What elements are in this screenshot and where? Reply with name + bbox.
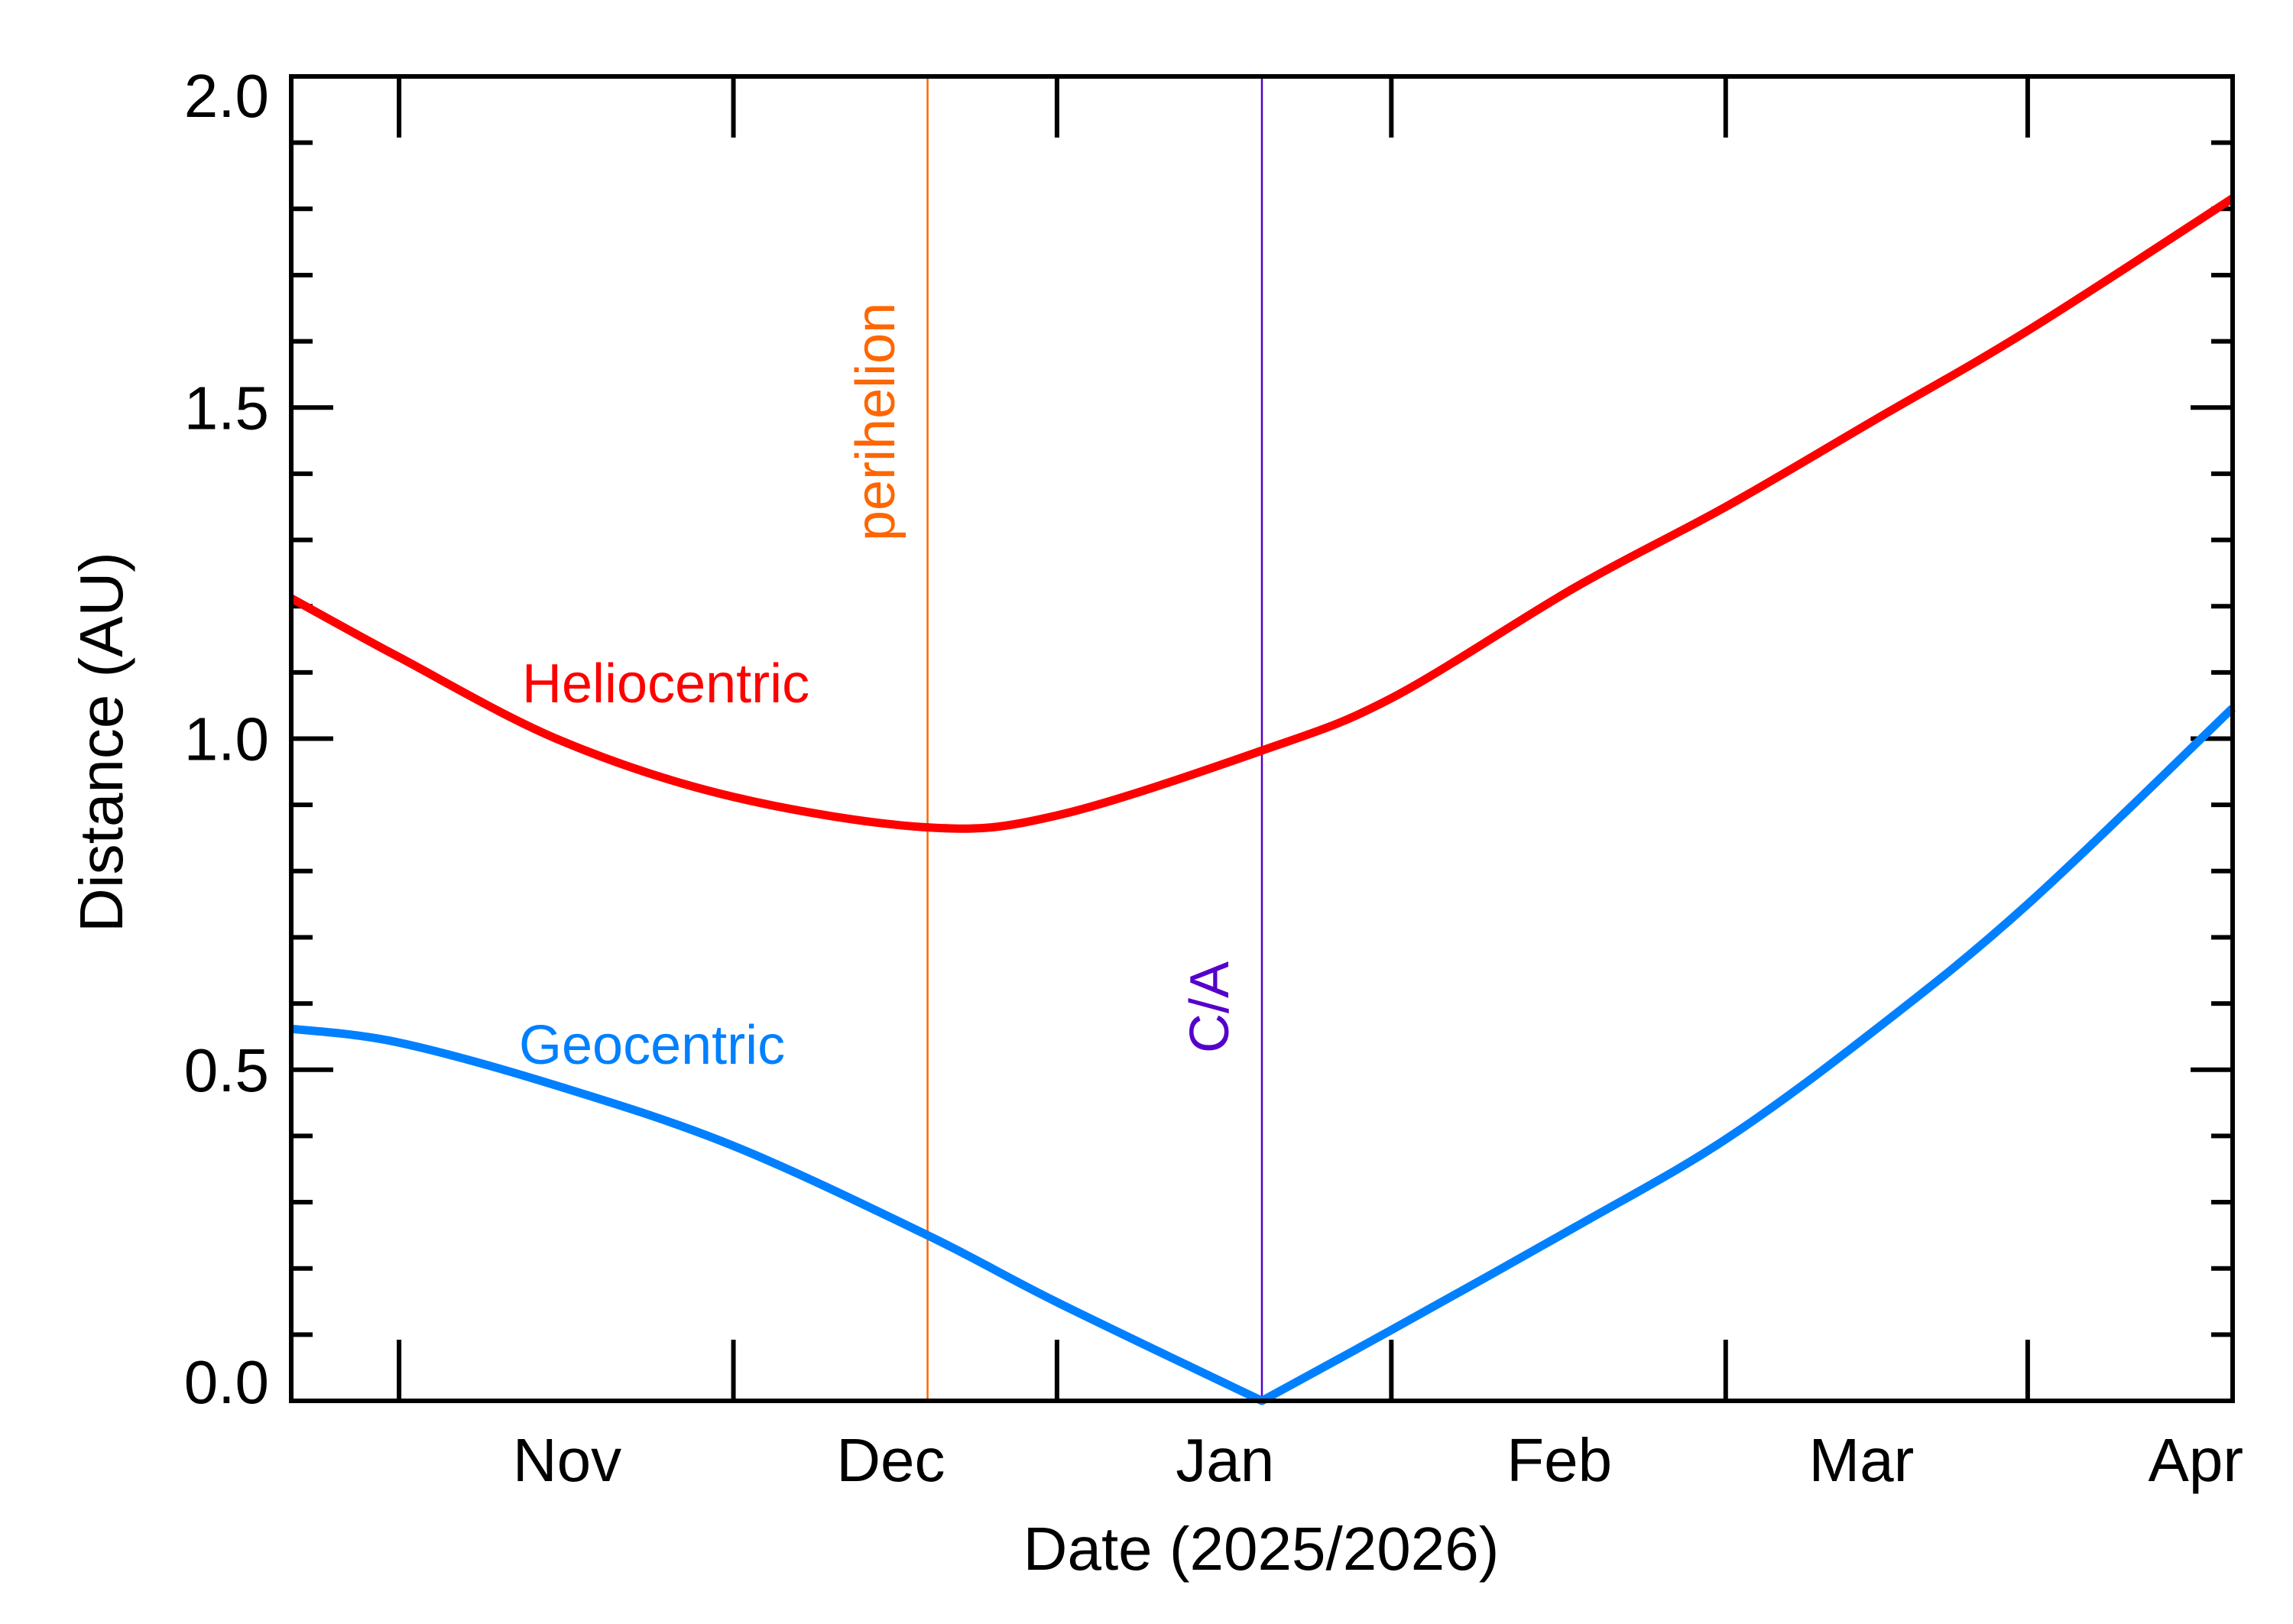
x-tick-label-dec: Dec <box>836 1426 945 1494</box>
y-tick-label: 1.0 <box>184 705 269 773</box>
series-curves <box>289 194 2236 1405</box>
x-tick-label-mar: Mar <box>1808 1426 1914 1494</box>
plot-frame <box>289 74 2235 1403</box>
x-tick-label-feb: Feb <box>1507 1426 1612 1494</box>
y-tick-label: 2.0 <box>184 62 269 130</box>
series-line-heliocentric <box>289 194 2235 833</box>
x-tick-label-jan: Jan <box>1176 1426 1274 1494</box>
y-tick-label: 1.5 <box>184 374 269 442</box>
x-tick-label-apr: Apr <box>2149 1426 2244 1494</box>
y-axis-title: Distance (AU) <box>67 552 135 932</box>
event-lines <box>926 76 1263 1401</box>
y-tick-label: 0.5 <box>184 1036 269 1104</box>
annotation-perihelion: perihelion <box>845 303 906 541</box>
series-line-geocentric <box>290 705 2236 1405</box>
y-tick-label: 0.0 <box>184 1348 269 1416</box>
annotation-ca: C/A <box>1179 961 1241 1053</box>
tick-labels: 0.0 0.5 1.0 1.5 2.0 Nov Dec Jan Feb Mar Apr <box>184 62 2243 1494</box>
series-label-geocentric: Geocentric <box>519 1015 785 1076</box>
series-label-heliocentric: Heliocentric <box>522 653 809 715</box>
x-tick-label-nov: Nov <box>513 1426 621 1494</box>
x-axis-title: Date (2025/2026) <box>1023 1515 1500 1583</box>
